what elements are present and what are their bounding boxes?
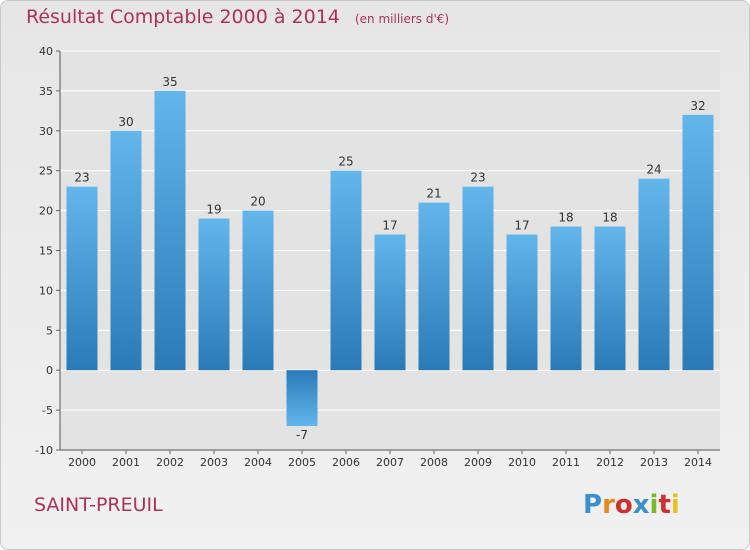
y-tick-label: -10	[35, 444, 53, 457]
x-tick-label: 2010	[508, 456, 536, 469]
y-tick-label: 20	[39, 205, 53, 218]
bar	[418, 202, 450, 371]
bar	[374, 234, 406, 371]
y-tick-label: -5	[42, 404, 53, 417]
data-label: 25	[338, 155, 353, 169]
y-tick-label: 30	[39, 125, 53, 138]
bar	[638, 178, 670, 371]
y-tick-label: 5	[46, 324, 53, 337]
data-label: 17	[514, 219, 529, 233]
y-tick-label: 0	[46, 364, 53, 377]
logo-letter: o	[614, 490, 633, 520]
y-tick-label: 40	[39, 45, 53, 58]
bar	[682, 114, 714, 371]
logo-letter: t	[658, 490, 671, 520]
bar	[66, 186, 98, 371]
x-tick-label: 2011	[552, 456, 580, 469]
logo-letter: i	[649, 490, 659, 520]
data-label: 17	[382, 219, 397, 233]
x-tick-label: 2000	[68, 456, 96, 469]
data-label: 23	[470, 171, 485, 185]
y-tick-label: 15	[39, 245, 53, 258]
data-label: 19	[206, 203, 221, 217]
x-tick-label: 2002	[156, 456, 184, 469]
y-tick-label: 25	[39, 165, 53, 178]
logo-letter: P	[583, 490, 603, 520]
x-tick-label: 2009	[464, 456, 492, 469]
bar	[110, 130, 142, 371]
bar	[550, 226, 582, 371]
bar	[286, 370, 318, 427]
data-label: 35	[162, 75, 177, 89]
bar	[506, 234, 538, 371]
x-tick-label: 2004	[244, 456, 272, 469]
x-tick-label: 2005	[288, 456, 316, 469]
data-label: 18	[602, 211, 617, 225]
y-tick-label: 10	[39, 284, 53, 297]
logo-letter: r	[602, 490, 615, 520]
data-label: 30	[118, 115, 133, 129]
x-tick-label: 2012	[596, 456, 624, 469]
x-tick-label: 2003	[200, 456, 228, 469]
x-tick-label: 2006	[332, 456, 360, 469]
bar	[198, 218, 230, 371]
data-label: -7	[296, 428, 308, 442]
chart-title: Résultat Comptable 2000 à 2014	[26, 6, 340, 28]
x-tick-label: 2008	[420, 456, 448, 469]
x-tick-label: 2014	[684, 456, 712, 469]
data-label: 23	[74, 171, 89, 185]
data-label: 21	[426, 187, 441, 201]
commune-name: SAINT-PREUIL	[34, 494, 163, 516]
bar	[462, 186, 494, 371]
proxiti-logo: Proxiti	[583, 490, 680, 520]
data-label: 32	[690, 99, 705, 113]
x-tick-label: 2007	[376, 456, 404, 469]
data-label: 20	[250, 195, 265, 209]
x-tick-label: 2001	[112, 456, 140, 469]
bar	[154, 90, 186, 371]
logo-letter: x	[632, 490, 650, 520]
y-tick-label: 35	[39, 85, 53, 98]
bar	[330, 170, 362, 371]
bar	[594, 226, 626, 371]
data-label: 18	[558, 211, 573, 225]
chart-title-row: Résultat Comptable 2000 à 2014 (en milli…	[26, 6, 449, 28]
chart-unit: (en milliers d'€)	[354, 12, 450, 26]
bar	[242, 210, 274, 371]
logo-letter: i	[670, 490, 680, 520]
x-tick-label: 2013	[640, 456, 668, 469]
data-label: 24	[646, 163, 661, 177]
